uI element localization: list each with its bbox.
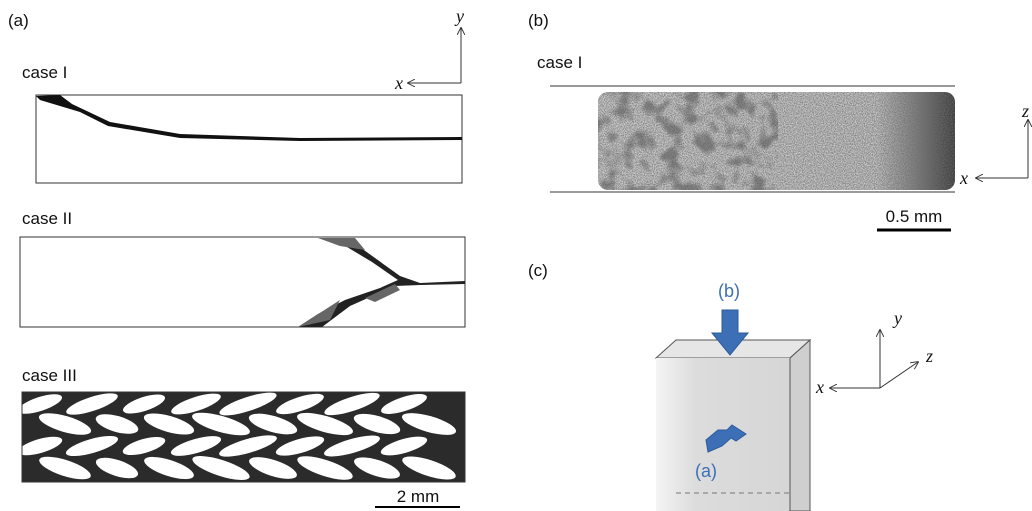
case-label: case I [537,53,582,72]
axis-label: x [815,377,824,397]
panel-label: (a) [8,11,29,30]
crack [36,95,462,141]
panel-label: (b) [528,11,549,30]
scale-label: 2 mm [397,487,440,506]
case-label: case III [22,366,77,385]
micrograph [598,92,955,190]
arrow-label: (a) [695,461,717,481]
block-side [790,340,810,511]
axis-label: z [1021,101,1029,121]
figure: (a) y x case I case II case III 2 mm (b)… [0,0,1032,511]
panel-label: (c) [528,261,548,280]
axis-label: y [892,308,902,328]
micrograph-pores [598,92,778,190]
crack-shadow [298,238,400,327]
axis-label: y [454,6,464,26]
axis-label: z [925,346,933,366]
z-axis-arrow [880,362,918,388]
case-label: case II [22,209,72,228]
axis-label: x [394,73,403,93]
scale-label: 0.5 mm [886,207,943,226]
crack-network [16,388,465,485]
arrow-label: (b) [718,281,740,301]
axis-label: x [959,168,968,188]
case-label: case I [22,63,67,82]
